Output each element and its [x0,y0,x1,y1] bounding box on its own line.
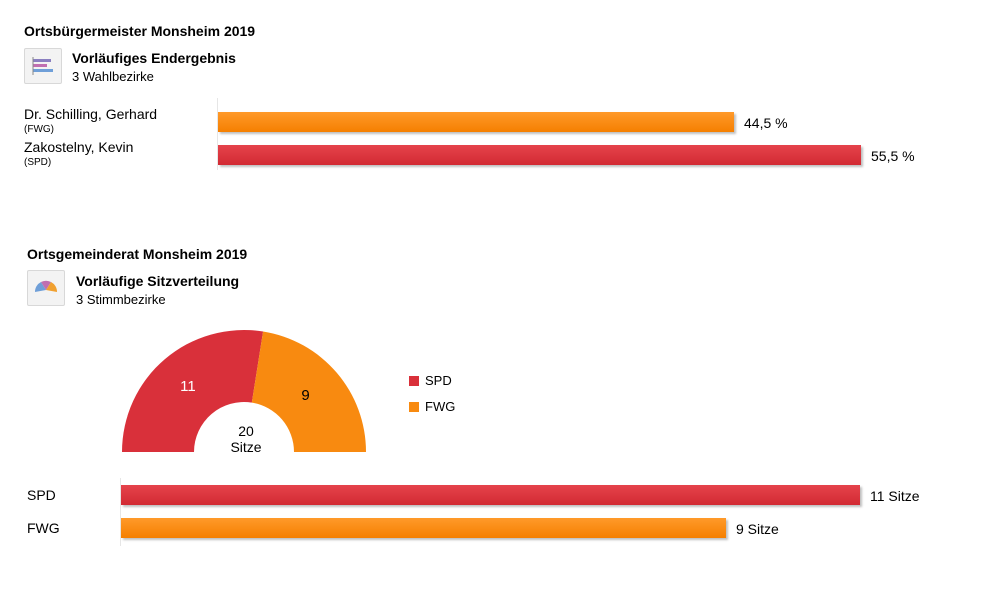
seat-bar-fwg [121,518,726,538]
mayor-bar-fwg [218,112,734,132]
legend-label: SPD [425,373,452,388]
legend-swatch-spd [409,376,419,386]
council-subtitle: Vorläufige Sitzverteilung [76,273,240,289]
seat-axis [120,478,121,546]
candidate-party: (SPD) [24,157,52,168]
mayor-subtitle: Vorläufiges Endergebnis [72,50,236,66]
bar-value-label: 11 Sitze [870,488,920,504]
bar-value-label: 9 Sitze [736,521,779,537]
slice-label: 9 [301,387,310,405]
candidate-party: (FWG) [24,124,54,135]
seat-bar-spd [121,485,860,505]
half-pie-icon [27,270,65,306]
mayor-detail: 3 Wahlbezirke [72,69,154,84]
candidate-name: Dr. Schilling, Gerhard [24,106,158,122]
slice-label: 11 [180,377,196,395]
council-section-title: Ortsgemeinderat Monsheim 2019 [27,246,248,262]
party-label: SPD [27,487,56,503]
party-label: FWG [27,520,60,536]
seat-slice-fwg [251,331,366,452]
legend-label: FWG [425,399,456,414]
mayor-bar-spd [218,145,861,165]
bar-chart-icon [24,48,62,84]
semicircle-seat-chart [122,330,366,453]
candidate-name: Zakostelny, Kevin [24,139,134,155]
mayor-axis [217,98,218,170]
total-seats-label: Sitze [230,439,262,455]
council-detail: 3 Stimmbezirke [76,292,166,307]
mayor-section-title: Ortsbürgermeister Monsheim 2019 [24,23,256,39]
bar-value-label: 55,5 % [871,148,915,164]
seat-slice-spd [122,330,264,452]
total-seats-number: 20 [238,423,254,439]
bar-value-label: 44,5 % [744,115,788,131]
legend-swatch-fwg [409,402,419,412]
